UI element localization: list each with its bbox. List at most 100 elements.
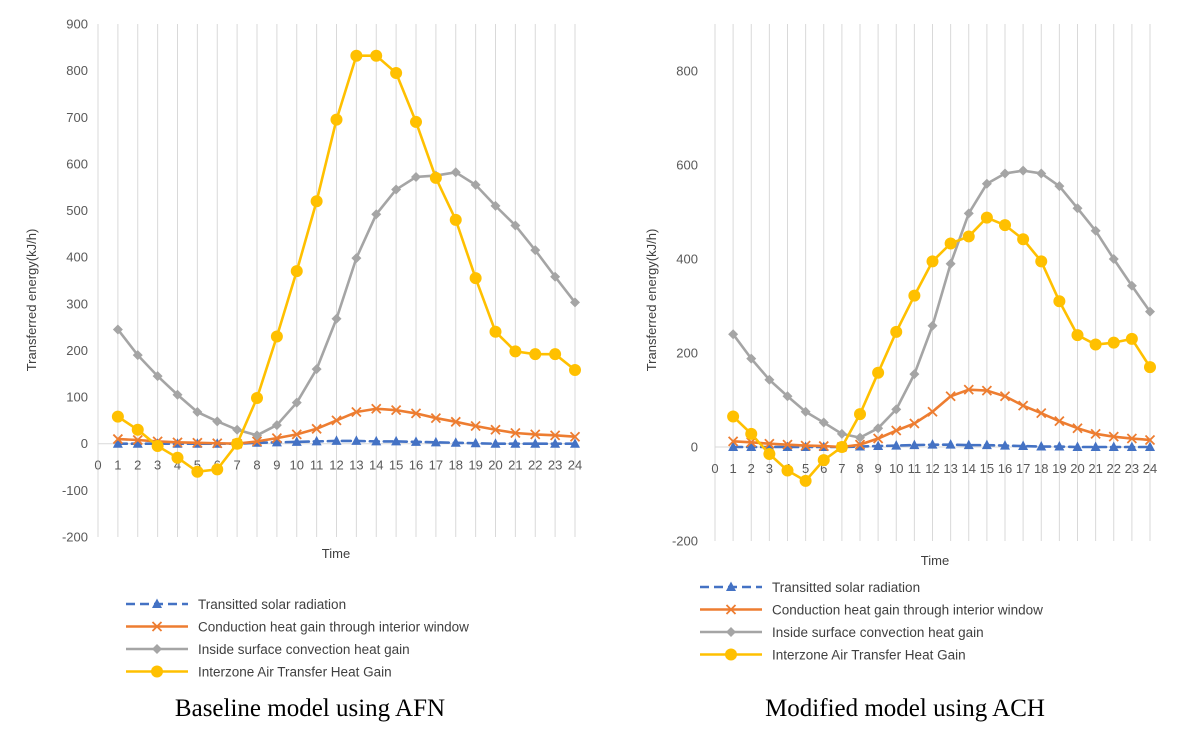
data-point xyxy=(855,432,865,443)
data-point xyxy=(764,374,775,385)
data-point xyxy=(1108,441,1119,451)
data-point xyxy=(909,418,920,429)
data-point xyxy=(390,66,403,79)
x-tick-label: 20 xyxy=(488,458,502,473)
data-point xyxy=(1036,441,1047,451)
data-point xyxy=(271,436,282,447)
legend: Transitted solar radiation Conduction hea… xyxy=(700,580,1043,663)
data-point xyxy=(1107,336,1120,349)
x-axis-label: Time xyxy=(322,546,350,561)
data-point xyxy=(411,171,421,182)
legend-label: Interzone Air Transfer Heat Gain xyxy=(198,665,392,680)
data-point xyxy=(1108,254,1119,264)
x-tick-label: 5 xyxy=(802,461,809,476)
x-tick-label: 1 xyxy=(730,461,737,476)
series-inside-surface-convection-heat-gain xyxy=(112,167,580,441)
data-point xyxy=(1108,431,1119,442)
legend-marker xyxy=(152,644,162,654)
data-point xyxy=(944,237,957,250)
series-lines xyxy=(111,49,581,478)
data-point xyxy=(1054,181,1065,192)
data-point xyxy=(390,405,402,416)
series-line xyxy=(731,388,1152,449)
x-tick-label: 3 xyxy=(154,458,161,473)
y-tick-label: 100 xyxy=(66,390,88,405)
data-point xyxy=(549,348,562,361)
data-point xyxy=(191,465,204,478)
data-point xyxy=(171,451,184,464)
legend-marker xyxy=(726,627,736,637)
data-point xyxy=(489,325,502,338)
chart-caption: Baseline model using AFN xyxy=(175,695,445,722)
data-point xyxy=(271,420,282,431)
data-point xyxy=(391,184,402,195)
data-point xyxy=(854,439,866,450)
x-tick-label: 2 xyxy=(748,461,755,476)
data-point xyxy=(251,436,263,447)
y-tick-label: 800 xyxy=(66,63,88,78)
x-tick-label: 9 xyxy=(273,458,280,473)
x-tick-label: 22 xyxy=(528,458,542,473)
data-point xyxy=(251,392,263,405)
data-point xyxy=(252,430,262,441)
x-tick-labels: 0123456789101112131415161718192021222324 xyxy=(711,461,1157,476)
data-point xyxy=(999,219,1011,232)
legend-item-conduction-heat-gain-through-interior-window: Conduction heat gain through interior wi… xyxy=(126,620,469,635)
y-tick-label: 400 xyxy=(676,252,698,267)
data-point xyxy=(290,265,303,278)
data-point xyxy=(963,384,974,395)
data-point xyxy=(1054,441,1065,451)
gridlines xyxy=(97,24,576,537)
data-point xyxy=(873,440,884,451)
data-point xyxy=(111,410,124,423)
legend-label: Conduction heat gain through interior wi… xyxy=(198,620,469,635)
x-tick-label: 18 xyxy=(449,458,463,473)
data-point xyxy=(371,435,382,446)
data-point xyxy=(1126,280,1137,291)
data-point xyxy=(112,433,124,445)
legend-label: Inside surface convection heat gain xyxy=(198,642,410,657)
legend-item-conduction-heat-gain-through-interior-window: Conduction heat gain through interior wi… xyxy=(700,603,1043,618)
data-point xyxy=(351,406,362,418)
data-point xyxy=(854,408,866,421)
legend-label: Transitted solar radiation xyxy=(772,580,920,595)
data-point xyxy=(891,425,902,436)
data-point xyxy=(1036,168,1047,179)
y-tick-label: 800 xyxy=(676,64,698,79)
series-conduction-heat-gain-through-interior-window xyxy=(727,384,1156,453)
data-point xyxy=(890,325,903,338)
data-point xyxy=(963,439,974,450)
data-point xyxy=(131,423,144,436)
y-tick-label: -200 xyxy=(672,534,698,549)
legend-marker xyxy=(152,598,162,608)
data-point xyxy=(270,330,283,343)
data-point xyxy=(835,441,848,453)
chart-caption: Modified model using ACH xyxy=(765,695,1045,722)
x-tick-label: 19 xyxy=(1052,461,1066,476)
data-point xyxy=(211,463,224,476)
data-point xyxy=(530,438,541,448)
x-tick-label: 19 xyxy=(468,458,482,473)
data-point xyxy=(818,440,829,452)
x-tick-label: 12 xyxy=(329,458,343,473)
x-tick-label: 8 xyxy=(856,461,863,476)
data-point xyxy=(1144,361,1156,374)
legend-item-transitted-solar-radiation: Transitted solar radiation xyxy=(126,597,346,612)
legend-marker xyxy=(725,604,737,615)
x-tick-label: 0 xyxy=(94,458,101,473)
x-tick-label: 24 xyxy=(1143,461,1157,476)
x-tick-label: 23 xyxy=(1125,461,1139,476)
data-point xyxy=(746,353,757,364)
data-point xyxy=(763,448,776,461)
data-point xyxy=(1000,168,1010,179)
y-tick-label: 300 xyxy=(66,296,88,311)
y-tick-label: 600 xyxy=(676,158,698,173)
data-point xyxy=(470,179,481,190)
data-point xyxy=(569,431,581,442)
legend-marker xyxy=(151,665,163,678)
data-point xyxy=(570,438,580,448)
data-point xyxy=(331,435,342,445)
x-tick-label: 17 xyxy=(429,458,443,473)
legend-label: Inside surface convection heat gain xyxy=(772,625,984,640)
